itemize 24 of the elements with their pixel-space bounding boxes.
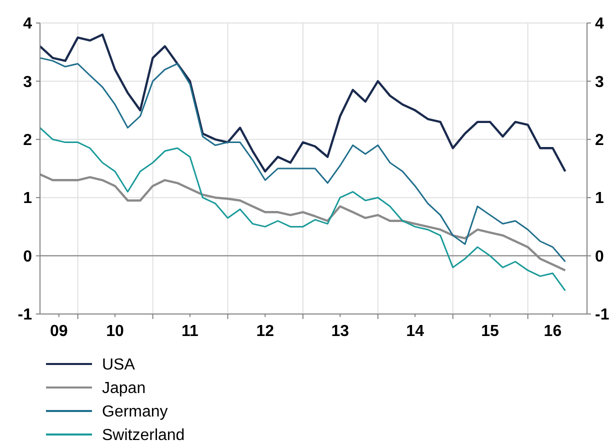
y2-tick-label: -1: [595, 306, 610, 324]
y2-tick-label: 3: [595, 74, 604, 91]
y2-tick-label: 4: [595, 16, 604, 33]
legend-label: Switzerland: [102, 427, 185, 443]
x-tick-label: 16: [544, 323, 562, 340]
y2-tick-label: 1: [595, 190, 604, 208]
x-tick-label: 14: [406, 323, 424, 340]
y-tick-label: 3: [23, 74, 32, 91]
legend-label: Japan: [102, 380, 146, 398]
x-tick-label: 11: [181, 323, 198, 340]
y-tick-label: -1: [18, 306, 32, 324]
legend-label: USA: [102, 356, 136, 374]
y-tick-label: 2: [23, 132, 32, 149]
y-tick-label: 0: [23, 248, 32, 266]
y-tick-label: 1: [23, 190, 32, 208]
x-tick-label: 09: [50, 323, 68, 340]
y2-tick-label: 2: [595, 132, 604, 149]
y-tick-label: 4: [23, 16, 32, 33]
legend-label: Germany: [102, 404, 168, 421]
x-tick-label: 12: [256, 323, 274, 340]
x-tick-label: 15: [481, 323, 500, 340]
y2-tick-label: 0: [595, 248, 604, 266]
x-tick-label: 13: [331, 323, 350, 340]
x-tick-label: 10: [106, 323, 124, 340]
